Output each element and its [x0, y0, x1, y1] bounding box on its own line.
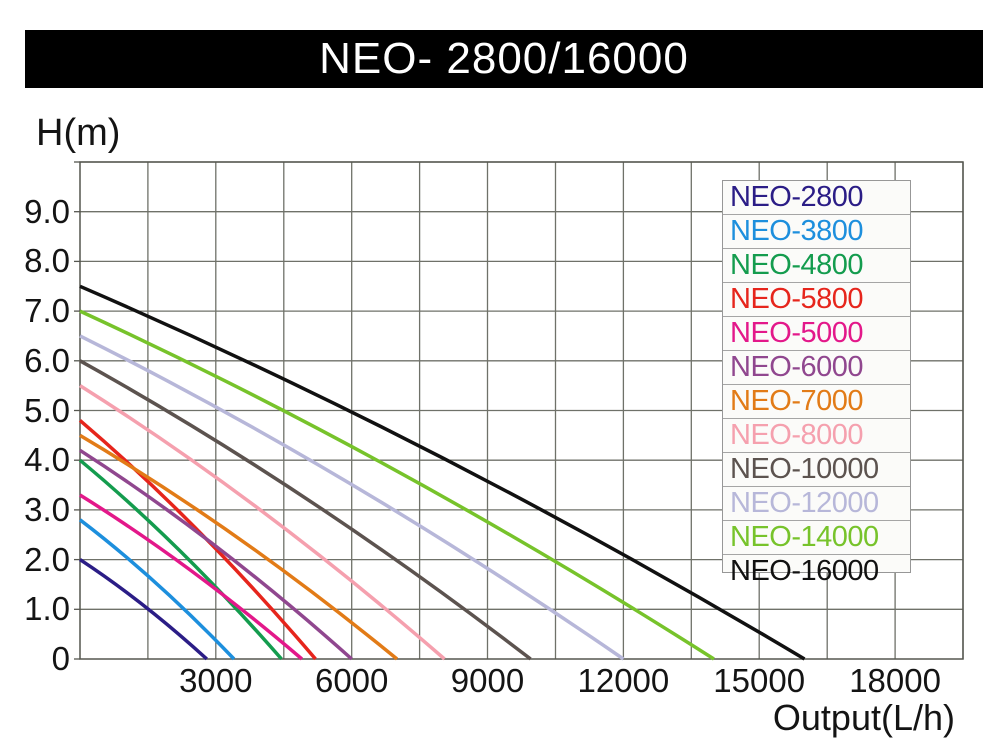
legend-item-neo-14000: NEO-14000 [723, 520, 910, 554]
x-tick-label-3000: 3000 [179, 662, 253, 699]
y-tick-label-0: 0 [51, 640, 70, 677]
y-tick-label-2.0: 2.0 [24, 540, 70, 578]
title-bar: NEO- 2800/16000 [25, 30, 983, 88]
curve-neo-3800 [78, 518, 236, 661]
y-axis-title: H(m) [36, 112, 121, 154]
legend-item-neo-3800: NEO-3800 [723, 214, 910, 248]
y-tick-label-1.0: 1.0 [24, 590, 70, 628]
x-tick-label-9000: 9000 [450, 662, 525, 699]
legend-item-neo-12000: NEO-12000 [723, 486, 910, 520]
legend-item-neo-10000: NEO-10000 [723, 452, 910, 486]
curve-neo-6000 [79, 448, 353, 661]
curve-neo-10000 [79, 359, 532, 661]
y-tick-label-6.0: 6.0 [24, 341, 70, 379]
x-axis-title: Output(L/h) [772, 697, 955, 738]
x-tick-label-6000: 6000 [314, 662, 389, 699]
y-tick-label-8.0: 8.0 [24, 242, 70, 280]
y-tick-label-3.0: 3.0 [24, 490, 70, 528]
legend-item-neo-8000: NEO-8000 [723, 418, 910, 452]
curve-neo-14000 [79, 309, 715, 661]
x-tick-label-15000: 15000 [713, 662, 806, 699]
curve-neo-16000 [79, 284, 806, 661]
curve-neo-4800 [78, 458, 283, 661]
chart-title: NEO- 2800/16000 [319, 34, 689, 83]
legend-item-neo-16000: NEO-16000 [723, 554, 910, 588]
curve-neo-12000 [79, 334, 625, 661]
legend-item-neo-5800: NEO-5800 [723, 282, 910, 316]
legend-item-neo-4800: NEO-4800 [723, 248, 910, 282]
y-tick-label-9.0: 9.0 [24, 192, 70, 230]
y-tick-label-5.0: 5.0 [24, 391, 70, 429]
legend-item-neo-5000: NEO-5000 [723, 316, 910, 350]
y-tick-label-7.0: 7.0 [24, 292, 70, 330]
x-tick-label-12000: 12000 [577, 662, 670, 699]
legend-item-neo-6000: NEO-6000 [723, 350, 910, 384]
curve-neo-8000 [79, 384, 446, 661]
y-tick-label-4.0: 4.0 [24, 441, 70, 479]
legend-item-neo-7000: NEO-7000 [723, 384, 910, 418]
legend-item-neo-2800: NEO-2800 [730, 181, 864, 213]
x-tick-label-18000: 18000 [849, 662, 941, 699]
legend: NEO-2800 NEO-3800 NEO-4800 NEO-5800 NEO-5000… [722, 180, 911, 587]
curve-neo-7000 [79, 433, 399, 661]
curve-neo-5000 [79, 493, 304, 661]
curve-neo-2800 [79, 558, 208, 661]
